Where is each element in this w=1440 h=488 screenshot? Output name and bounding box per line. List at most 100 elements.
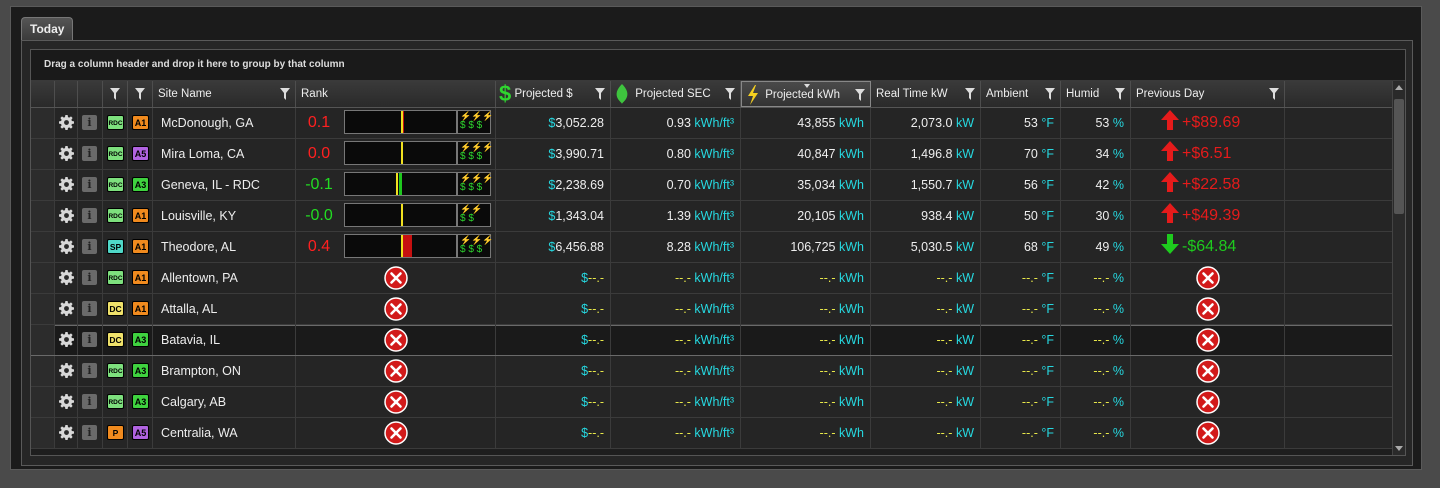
table-row[interactable]: i P A5 Centralia, WA $--.- --.- kWh/ft³ --.- k… <box>31 418 1393 449</box>
gear-icon[interactable] <box>59 115 74 130</box>
projected-sec-value: 0.80 <box>666 147 691 161</box>
filter-icon[interactable] <box>135 88 145 100</box>
arrow-down-icon <box>1161 234 1179 254</box>
header-projected-sec[interactable]: Projected SEC <box>611 81 741 107</box>
gear-icon[interactable] <box>59 394 74 409</box>
projected-kwh-value: --.- <box>819 333 836 347</box>
info-icon[interactable]: i <box>82 363 97 378</box>
filter-icon[interactable] <box>280 88 290 100</box>
gear-icon[interactable] <box>59 177 74 192</box>
header-site-name[interactable]: Site Name <box>153 81 296 107</box>
site-name[interactable]: Theodore, AL <box>153 232 296 262</box>
table-row[interactable]: i RDC A1 McDonough, GA 0.1 ⚡⚡⚡ $ $ $ $3,052.28 0… <box>31 108 1393 139</box>
row-indicator <box>31 263 55 293</box>
filter-icon[interactable] <box>1045 88 1055 100</box>
site-name[interactable]: Geneva, IL - RDC <box>153 170 296 200</box>
gear-icon[interactable] <box>59 239 74 254</box>
info-icon[interactable]: i <box>82 425 97 440</box>
ambient-value: --.- <box>1021 364 1038 378</box>
currency-symbol: $ <box>581 426 589 440</box>
real-time-kw: --.- kW <box>871 387 981 417</box>
info-icon[interactable]: i <box>82 301 97 316</box>
grade-badge: A1 <box>132 239 149 254</box>
table-row[interactable]: i DC A1 Attalla, AL $--.- --.- kWh/ft³ --.- kW… <box>31 294 1393 325</box>
gear-icon[interactable] <box>59 425 74 440</box>
rank-cell <box>296 263 496 293</box>
ambient-unit: °F <box>1041 147 1054 161</box>
gear-icon[interactable] <box>59 208 74 223</box>
filter-icon[interactable] <box>595 88 605 100</box>
header-info <box>78 81 103 107</box>
filter-icon[interactable] <box>965 88 975 100</box>
scroll-up-icon[interactable] <box>1395 85 1403 90</box>
header-rank[interactable]: Rank <box>296 81 496 107</box>
site-name[interactable]: Attalla, AL <box>153 294 296 324</box>
site-name[interactable]: Mira Loma, CA <box>153 139 296 169</box>
site-name[interactable]: Calgary, AB <box>153 387 296 417</box>
row-spacer <box>1285 387 1393 417</box>
filter-icon[interactable] <box>1115 88 1125 100</box>
info-icon[interactable]: i <box>82 239 97 254</box>
site-name[interactable]: Batavia, IL <box>153 325 296 355</box>
table-row[interactable]: i RDC A1 Louisville, KY -0.0 ⚡⚡ $ $ $1,343.04 1.… <box>31 201 1393 232</box>
gear-icon[interactable] <box>59 146 74 161</box>
header-projected-cost[interactable]: $ Projected $ <box>496 81 611 107</box>
settings-cell <box>55 232 78 262</box>
table-row[interactable]: i RDC A5 Mira Loma, CA 0.0 ⚡⚡⚡ $ $ $ $3,990.71 0… <box>31 139 1393 170</box>
table-row[interactable]: i RDC A3 Brampton, ON $--.- --.- kWh/ft³ --.- … <box>31 356 1393 387</box>
rank-bar-fill <box>400 235 412 257</box>
info-icon[interactable]: i <box>82 270 97 285</box>
rank-marker <box>396 173 399 195</box>
info-icon[interactable]: i <box>82 332 97 347</box>
site-name[interactable]: Centralia, WA <box>153 418 296 448</box>
filter-icon[interactable] <box>1269 88 1279 100</box>
projected-kwh-value: 40,847 <box>797 147 836 161</box>
scroll-down-icon[interactable] <box>1395 446 1403 451</box>
scroll-thumb[interactable] <box>1394 99 1404 214</box>
table-row[interactable]: i RDC A1 Allentown, PA $--.- --.- kWh/ft³ --.-… <box>31 263 1393 294</box>
kwh-unit: kWh <box>839 209 864 223</box>
info-icon[interactable]: i <box>82 146 97 161</box>
table-row[interactable]: i RDC A3 Calgary, AB $--.- --.- kWh/ft³ --.- k… <box>31 387 1393 418</box>
energy-level: ⚡⚡⚡ <box>460 173 494 183</box>
header-ambient[interactable]: Ambient <box>981 81 1061 107</box>
grade-badge: A5 <box>132 146 149 161</box>
grade-cell: A3 <box>128 325 153 355</box>
header-projected-kwh[interactable]: Projected kWh <box>741 81 871 107</box>
info-icon[interactable]: i <box>82 208 97 223</box>
header-previous-day[interactable]: Previous Day <box>1131 81 1285 107</box>
info-icon[interactable]: i <box>82 177 97 192</box>
site-name[interactable]: Brampton, ON <box>153 356 296 386</box>
gear-icon[interactable] <box>59 301 74 316</box>
rank-cell <box>296 356 496 386</box>
header-real-time-kw[interactable]: Real Time kW <box>871 81 981 107</box>
table-row[interactable]: i DC A3 Batavia, IL $--.- --.- kWh/ft³ --.- kW… <box>31 325 1393 356</box>
filter-icon[interactable] <box>855 89 865 101</box>
tab-today[interactable]: Today <box>21 17 74 40</box>
filter-icon[interactable] <box>110 88 120 100</box>
header-settings <box>55 81 78 107</box>
gear-icon[interactable] <box>59 270 74 285</box>
filter-icon[interactable] <box>725 88 735 100</box>
table-row[interactable]: i RDC A3 Geneva, IL - RDC -0.1 ⚡⚡⚡ $ $ $ $2,238… <box>31 170 1393 201</box>
settings-cell <box>55 356 78 386</box>
info-icon[interactable]: i <box>82 394 97 409</box>
info-icon[interactable]: i <box>82 115 97 130</box>
group-by-panel[interactable]: Drag a column header and drop it here to… <box>31 50 1405 81</box>
projected-kwh: --.- kWh <box>741 387 871 417</box>
row-indicator <box>31 170 55 200</box>
projected-cost-value: 3,052.28 <box>555 116 604 130</box>
site-name[interactable]: McDonough, GA <box>153 108 296 138</box>
vertical-scrollbar[interactable] <box>1392 81 1405 455</box>
currency-symbol: $ <box>548 147 556 161</box>
site-name[interactable]: Allentown, PA <box>153 263 296 293</box>
error-icon <box>1195 297 1220 321</box>
site-name[interactable]: Louisville, KY <box>153 201 296 231</box>
rank-value: -0.0 <box>305 207 333 224</box>
header-humid[interactable]: Humid <box>1061 81 1131 107</box>
header-type[interactable] <box>103 81 128 107</box>
header-grade[interactable] <box>128 81 153 107</box>
gear-icon[interactable] <box>59 363 74 378</box>
table-row[interactable]: i SP A1 Theodore, AL 0.4 ⚡⚡⚡ $ $ $ $6,456.88 8.2… <box>31 232 1393 263</box>
gear-icon[interactable] <box>59 332 74 347</box>
